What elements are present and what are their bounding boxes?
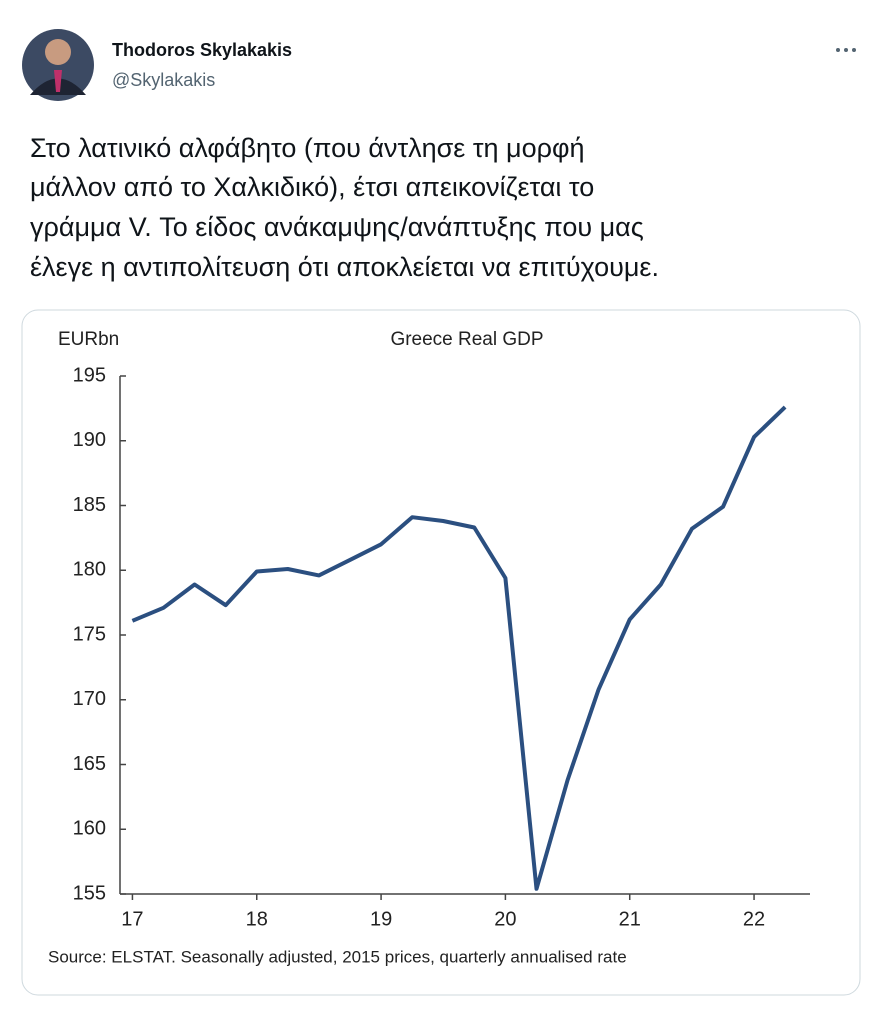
x-tick-label: 18 bbox=[246, 908, 268, 930]
tweet-text: έλεγε η αντιπολίτευση ότι αποκλείεται να… bbox=[30, 252, 659, 282]
x-tick-label: 22 bbox=[743, 908, 765, 930]
avatar[interactable] bbox=[22, 29, 94, 101]
plot: 155 160 165 170 175 180 185 190 195 17 18 19 20 21 22 bbox=[73, 364, 810, 930]
chart-title: Greece Real GDP bbox=[390, 329, 543, 350]
tweet-text: μάλλον από το Χαλκιδικό), έτσι απεικονίζ… bbox=[30, 172, 594, 202]
y-tick-label: 180 bbox=[73, 559, 106, 581]
y-tick-label: 170 bbox=[73, 688, 106, 710]
y-tick-label: 155 bbox=[73, 882, 106, 904]
dot bbox=[852, 48, 856, 52]
dot bbox=[836, 48, 840, 52]
y-tick-label: 175 bbox=[73, 623, 106, 645]
y-axis-label: EURbn bbox=[58, 329, 119, 350]
tweet-text: γράμμα V. Το είδος ανάκαμψης/ανάπτυξης π… bbox=[30, 212, 644, 242]
media-card[interactable] bbox=[21, 309, 861, 996]
x-tick-label: 17 bbox=[121, 908, 143, 930]
author-handle[interactable]: @Skylakakis bbox=[112, 70, 215, 90]
tweet-text: Στο λατινικό αλφάβητο (που άντλησε τη μο… bbox=[30, 133, 585, 163]
y-tick-label: 165 bbox=[73, 753, 106, 775]
y-tick-label: 195 bbox=[73, 364, 106, 386]
dot bbox=[844, 48, 848, 52]
more-button[interactable] bbox=[836, 48, 856, 52]
author-name[interactable]: Thodoros Skylakakis bbox=[112, 40, 292, 60]
chart-source: Source: ELSTAT. Seasonally adjusted, 201… bbox=[48, 947, 627, 966]
y-tick-label: 185 bbox=[73, 494, 106, 516]
x-tick-label: 19 bbox=[370, 908, 392, 930]
avatar-face bbox=[45, 39, 71, 65]
data-line bbox=[131, 405, 787, 891]
avatar-tie bbox=[54, 70, 62, 92]
y-tick-label: 160 bbox=[73, 818, 106, 840]
y-tick-label: 190 bbox=[73, 429, 106, 451]
x-tick-label: 21 bbox=[619, 908, 641, 930]
x-tick-label: 20 bbox=[494, 908, 516, 930]
